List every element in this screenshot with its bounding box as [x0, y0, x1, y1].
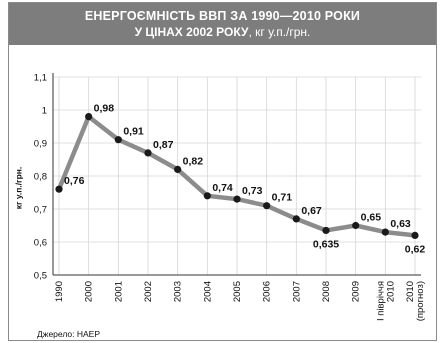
data-point — [55, 185, 63, 193]
data-point — [233, 195, 241, 203]
data-label: 0,62 — [405, 243, 426, 255]
data-point — [85, 113, 93, 121]
data-label: 0,635 — [313, 238, 339, 250]
x-tick-label: 2004 — [202, 281, 213, 302]
x-tick-label: (прогноз) — [415, 281, 426, 321]
chart-subtitle: У ЦІНАХ 2002 РОКУ, кг у.п./грн. — [9, 25, 436, 39]
data-point — [352, 221, 360, 230]
data-label: 0,82 — [183, 155, 204, 167]
x-tick-label: 2010 — [385, 281, 396, 302]
x-tick-label: 2002 — [143, 281, 154, 302]
x-tick-label: 2010 — [405, 281, 416, 302]
data-point — [203, 192, 211, 200]
chart-subtitle-unit: , кг у.п./грн. — [248, 25, 311, 39]
y-tick-label: 0,5 — [34, 271, 47, 282]
data-label: 0,71 — [272, 192, 293, 204]
data-point — [174, 165, 182, 173]
data-label: 0,67 — [301, 205, 322, 217]
x-tick-label: 2001 — [113, 281, 124, 302]
x-tick-label: 2009 — [351, 281, 362, 302]
x-tick-label: 2007 — [291, 281, 302, 302]
source-note: Джерело: НАЕР — [37, 329, 100, 339]
y-tick-label: 0,9 — [34, 139, 47, 150]
y-tick-label: 1 — [42, 106, 47, 117]
data-label: 0,87 — [153, 139, 174, 151]
data-label: 0,76 — [64, 175, 85, 187]
x-tick-label: 2000 — [84, 281, 95, 302]
chart-title: ЕНЕРГОЄМНІСТЬ ВВП ЗА 1990—2010 РОКИ — [84, 9, 361, 23]
x-tick-label: 1990 — [54, 281, 65, 302]
data-label: 0,98 — [94, 103, 115, 115]
data-point — [144, 149, 152, 157]
chart-card: ЕНЕРГОЄМНІСТЬ ВВП ЗА 1990—2010 РОКИ У ЦІ… — [8, 2, 437, 341]
y-tick-label: 1,1 — [34, 73, 47, 84]
data-point — [114, 136, 122, 144]
x-tick-label: І півріччя — [375, 281, 386, 321]
data-point — [322, 226, 330, 235]
data-point — [411, 231, 419, 239]
x-tick-label: 2003 — [173, 281, 184, 302]
data-point — [263, 202, 271, 210]
x-tick-label: 2008 — [321, 281, 332, 302]
x-tick-label: 2005 — [232, 281, 243, 302]
y-tick-label: 0,8 — [34, 172, 47, 183]
data-label: 0,91 — [123, 126, 144, 138]
y-tick-label: 0,7 — [34, 205, 47, 216]
data-point — [292, 215, 300, 223]
data-point — [381, 228, 389, 236]
chart-subtitle-bold: У ЦІНАХ 2002 РОКУ — [134, 25, 249, 39]
y-tick-label: 0,6 — [34, 238, 47, 249]
data-label: 0,73 — [242, 185, 263, 197]
data-label: 0,74 — [212, 182, 233, 194]
chart-header: ЕНЕРГОЄМНІСТЬ ВВП ЗА 1990—2010 РОКИ У ЦІ… — [9, 3, 436, 45]
data-label: 0,63 — [390, 218, 411, 230]
data-label: 0,65 — [361, 212, 382, 224]
x-tick-label: 2006 — [262, 281, 273, 302]
